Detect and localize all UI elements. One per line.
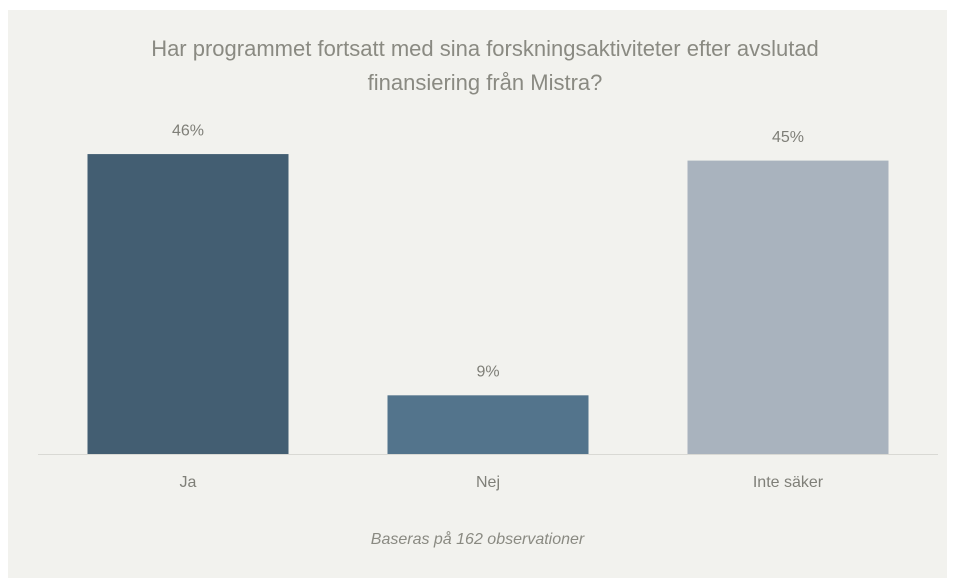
bar [387,395,589,454]
value-label: 46% [172,122,204,139]
value-label: 45% [772,129,804,146]
value-label: 9% [476,364,499,381]
chart-panel: Har programmet fortsatt med sina forskni… [8,10,947,578]
footnote: Baseras på 162 observationer [370,531,585,548]
x-tick-label: Ja [180,474,197,491]
bar [687,160,889,454]
chart: 46% Ja 9% Nej 45% Inte säker [38,122,938,491]
x-tick-label: Nej [476,474,500,491]
chart-title: Har programmet fortsatt med sina forskni… [151,36,819,95]
x-tick-label: Inte säker [753,474,824,491]
bar [87,154,289,454]
